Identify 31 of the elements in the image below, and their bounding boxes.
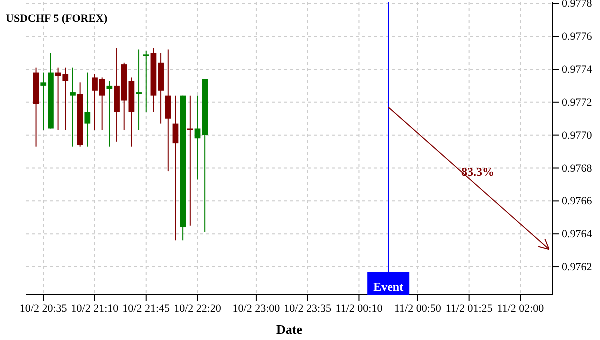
y-tick-label: 0.9776 <box>562 31 593 44</box>
ref-line-label: Event <box>374 280 404 294</box>
x-axis-title: Date <box>276 322 303 337</box>
x-tick-label: 11/2 00:10 <box>336 302 384 315</box>
x-tick-label: 11/2 00:50 <box>394 302 442 315</box>
y-tick-label: 0.9764 <box>562 228 593 241</box>
x-tick-label: 10/2 21:10 <box>71 302 120 315</box>
x-tick-label: 10/2 22:20 <box>174 302 222 315</box>
text: USDCHF 5 (FOREX) <box>6 13 108 25</box>
candlestick <box>165 49 172 172</box>
y-tick-label: 0.9768 <box>562 162 593 175</box>
x-tick-label: 10/2 23:00 <box>232 302 281 315</box>
annotation: 83.3% <box>462 165 494 179</box>
y-tick-label: 0.9778 <box>562 0 593 10</box>
candlestick <box>172 95 179 242</box>
y-tick-label: 0.9762 <box>562 262 592 274</box>
y-tick-label: 0.9770 <box>562 130 593 142</box>
candlestick <box>106 80 113 148</box>
y-tick-label: 0.9774 <box>562 64 593 76</box>
candlestick <box>84 72 91 148</box>
y-tick-label: 0.9772 <box>562 96 592 109</box>
y-tick-label: 0.9766 <box>562 196 593 208</box>
x-tick-label: 11/2 02:00 <box>497 302 545 315</box>
x-tick-label: 10/2 20:35 <box>20 302 68 315</box>
candlestick <box>136 49 142 131</box>
candlestick <box>70 67 76 148</box>
x-tick-label: 10/2 21:45 <box>122 302 171 315</box>
candlestick <box>143 50 150 113</box>
candlestick <box>187 95 194 226</box>
x-tick-label: 11/2 01:25 <box>446 302 494 315</box>
x-tick-label: 10/2 23:35 <box>284 302 332 315</box>
